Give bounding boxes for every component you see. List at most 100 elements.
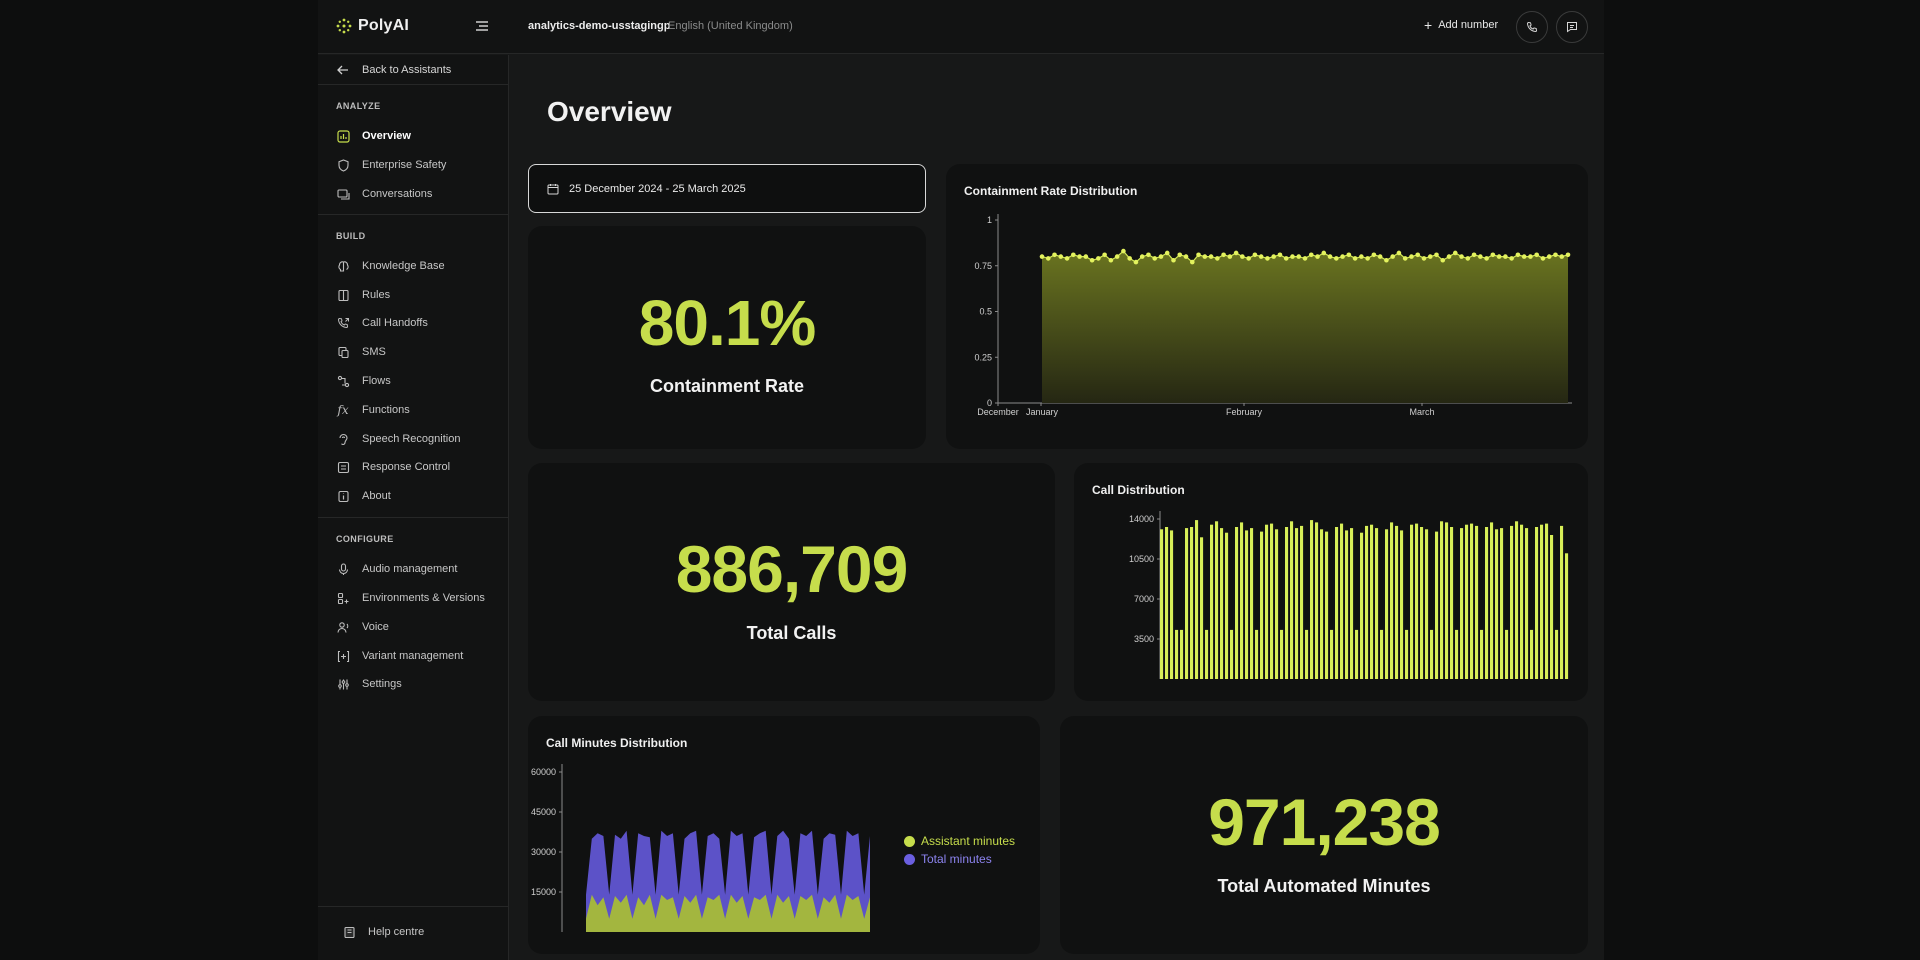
data-point <box>1365 256 1370 261</box>
data-point <box>1452 250 1458 256</box>
section-title-analyze: ANALYZE <box>336 101 381 111</box>
call-bar <box>1225 532 1229 679</box>
call-bar <box>1255 629 1259 679</box>
sidebar-item-about[interactable]: About <box>336 486 506 506</box>
sidebar-item-settings[interactable]: Settings <box>336 674 506 694</box>
call-bar <box>1485 527 1489 679</box>
sidebar-item-variant-management[interactable]: Variant management <box>336 646 506 666</box>
sidebar-item-rules[interactable]: Rules <box>336 285 506 305</box>
call-minutes-distribution-chart[interactable]: 60000 45000 30000 15000 <box>528 716 1040 954</box>
divider <box>318 906 509 907</box>
data-point <box>1315 254 1320 259</box>
call-bar <box>1285 527 1289 679</box>
call-button[interactable] <box>1516 11 1548 43</box>
date-range-value: 25 December 2024 - 25 March 2025 <box>569 182 746 195</box>
call-bar <box>1330 629 1334 679</box>
data-point <box>1133 259 1139 265</box>
legend-item-assistant-minutes[interactable]: Assistant minutes <box>904 834 1015 848</box>
menu-collapse-icon <box>476 21 488 31</box>
chat-button[interactable] <box>1556 11 1588 43</box>
sidebar-item-knowledge-base[interactable]: Knowledge Base <box>336 256 506 276</box>
call-bar <box>1510 525 1514 679</box>
function-icon: fx <box>337 403 349 417</box>
call-bar <box>1435 531 1439 679</box>
data-point <box>1139 254 1145 259</box>
call-bar <box>1310 520 1314 679</box>
legend-label: Assistant minutes <box>921 834 1016 848</box>
project-name[interactable]: analytics-demo-usstagingp <box>528 20 671 32</box>
voice-icon <box>336 620 350 634</box>
data-point <box>1183 254 1189 259</box>
date-range-picker[interactable]: 25 December 2024 - 25 March 2025 <box>528 164 926 213</box>
sidebar-item-label: Response Control <box>362 461 451 473</box>
sidebar-item-audio-management[interactable]: Audio management <box>336 559 506 579</box>
data-point <box>1359 254 1364 259</box>
call-bar <box>1355 629 1359 679</box>
arrow-left-icon <box>336 63 350 77</box>
sidebar-item-voice[interactable]: Voice <box>336 617 506 637</box>
data-point <box>1083 254 1089 259</box>
data-point <box>1327 254 1333 259</box>
y-tick-label: 0.75 <box>974 261 992 271</box>
chart-icon <box>336 129 350 143</box>
sidebar-item-conversations[interactable]: Conversations <box>336 184 506 204</box>
sidebar-item-environments-versions[interactable]: Environments & Versions <box>336 588 506 608</box>
call-bar <box>1520 524 1524 679</box>
call-bar <box>1280 629 1284 679</box>
sidebar-item-label: Overview <box>362 130 411 142</box>
call-bar <box>1260 531 1264 679</box>
sidebar-item-response-control[interactable]: Response Control <box>336 457 506 477</box>
call-bar <box>1390 522 1394 679</box>
call-distribution-chart[interactable]: 14000 10500 7000 3500 <box>1074 463 1588 701</box>
chat-icon <box>336 187 350 201</box>
sidebar-item-label: Enterprise Safety <box>362 159 447 171</box>
data-point <box>1346 252 1352 258</box>
call-bar <box>1395 525 1399 679</box>
data-point <box>1189 259 1195 265</box>
call-bar <box>1415 523 1419 679</box>
sidebar-item-label: About <box>362 490 391 502</box>
sidebar-item-label: Rules <box>362 289 391 301</box>
polyai-logo[interactable]: PolyAI <box>336 17 409 35</box>
data-point <box>1396 250 1402 256</box>
add-number-button[interactable]: + Add number <box>1424 17 1498 33</box>
call-bar <box>1200 537 1204 679</box>
data-point <box>1102 252 1107 258</box>
call-bar <box>1185 528 1189 679</box>
call-bar <box>1245 530 1249 679</box>
data-point <box>1540 256 1546 261</box>
mic-icon <box>336 562 350 576</box>
call-bar <box>1420 527 1424 679</box>
sidebar-item-flows[interactable]: Flows <box>336 371 506 391</box>
chart-title: Call Distribution <box>1092 483 1185 497</box>
call-bar <box>1430 629 1434 679</box>
sidebar-item-overview[interactable]: Overview <box>336 126 506 146</box>
sidebar-item-sms[interactable]: SMS <box>336 342 506 362</box>
call-bar <box>1565 553 1569 679</box>
y-tick-label: 60000 <box>531 767 556 777</box>
collapse-sidebar-button[interactable] <box>474 18 492 36</box>
call-bar <box>1340 523 1344 679</box>
plus-icon: + <box>1424 17 1433 33</box>
call-bar <box>1455 629 1459 679</box>
call-bar <box>1410 524 1414 679</box>
sidebar-item-functions[interactable]: fx Functions <box>336 400 506 420</box>
sidebar-item-label: Conversations <box>362 188 433 200</box>
data-point <box>1077 254 1082 259</box>
back-to-assistants-link[interactable]: Back to Assistants <box>336 63 451 77</box>
call-bar <box>1230 629 1234 679</box>
sidebar-item-speech-recognition[interactable]: Speech Recognition <box>336 429 506 449</box>
data-point <box>1334 256 1339 261</box>
app-window: PolyAI analytics-demo-usstagingp English… <box>318 0 1604 960</box>
polyai-logo-icon <box>336 18 352 34</box>
containment-area <box>1042 251 1568 403</box>
legend-item-total-minutes[interactable]: Total minutes <box>904 852 1015 866</box>
call-bar <box>1405 629 1409 679</box>
sidebar-item-enterprise-safety[interactable]: Enterprise Safety <box>336 155 506 175</box>
data-point <box>1377 254 1383 259</box>
help-centre-link[interactable]: Help centre <box>342 925 424 939</box>
sidebar-item-call-handoffs[interactable]: Call Handoffs <box>336 313 506 333</box>
variant-icon <box>336 649 350 663</box>
call-bar <box>1205 629 1209 679</box>
